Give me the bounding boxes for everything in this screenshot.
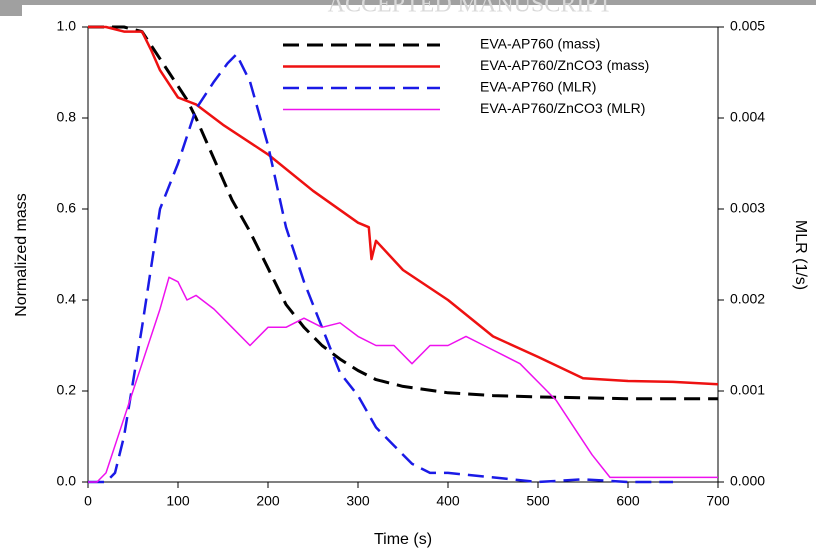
page-bar — [0, 0, 816, 5]
watermark: ACCEPTED MANUSCRIPT — [328, 0, 613, 18]
y-tick-label: 0.6 — [57, 200, 77, 216]
series-line — [88, 53, 673, 484]
y2-tick-label: 0.004 — [730, 109, 765, 125]
x-axis-title: Time (s) — [374, 531, 432, 548]
y-axis-title: Normalized mass — [13, 193, 30, 317]
y2-tick-label: 0.002 — [730, 291, 765, 307]
y2-tick-label: 0.001 — [730, 382, 765, 398]
y-tick-label: 0.8 — [57, 109, 77, 125]
y-tick-label: 0.4 — [57, 291, 77, 307]
y-tick-label: 0.2 — [57, 382, 77, 398]
page-bar-corner — [0, 0, 22, 16]
series-line — [88, 276, 718, 483]
legend-label: EVA-AP760/ZnCO3 (MLR) — [480, 100, 645, 116]
x-tick-label: 700 — [706, 493, 730, 509]
x-tick-label: 300 — [346, 493, 370, 509]
y2-axis-title: MLR (1/s) — [792, 220, 809, 290]
x-tick-label: 500 — [526, 493, 550, 509]
legend-label: EVA-AP760 (MLR) — [480, 79, 596, 95]
legend-label: EVA-AP760/ZnCO3 (mass) — [480, 57, 649, 73]
plot-frame — [87, 26, 719, 483]
y-tick-label: 0.0 — [57, 473, 77, 489]
y2-tick-label: 0.003 — [730, 200, 765, 216]
x-tick-label: 600 — [616, 493, 640, 509]
series-line — [88, 25, 718, 401]
x-tick-label: 200 — [256, 493, 280, 509]
y2-tick-label: 0.000 — [730, 473, 765, 489]
x-tick-label: 400 — [436, 493, 460, 509]
x-tick-label: 0 — [84, 493, 92, 509]
y2-tick-label: 0.005 — [730, 18, 765, 34]
series-line — [88, 25, 719, 386]
x-tick-label: 100 — [166, 493, 190, 509]
y-tick-label: 1.0 — [57, 18, 77, 34]
legend-label: EVA-AP760 (mass) — [480, 36, 600, 52]
